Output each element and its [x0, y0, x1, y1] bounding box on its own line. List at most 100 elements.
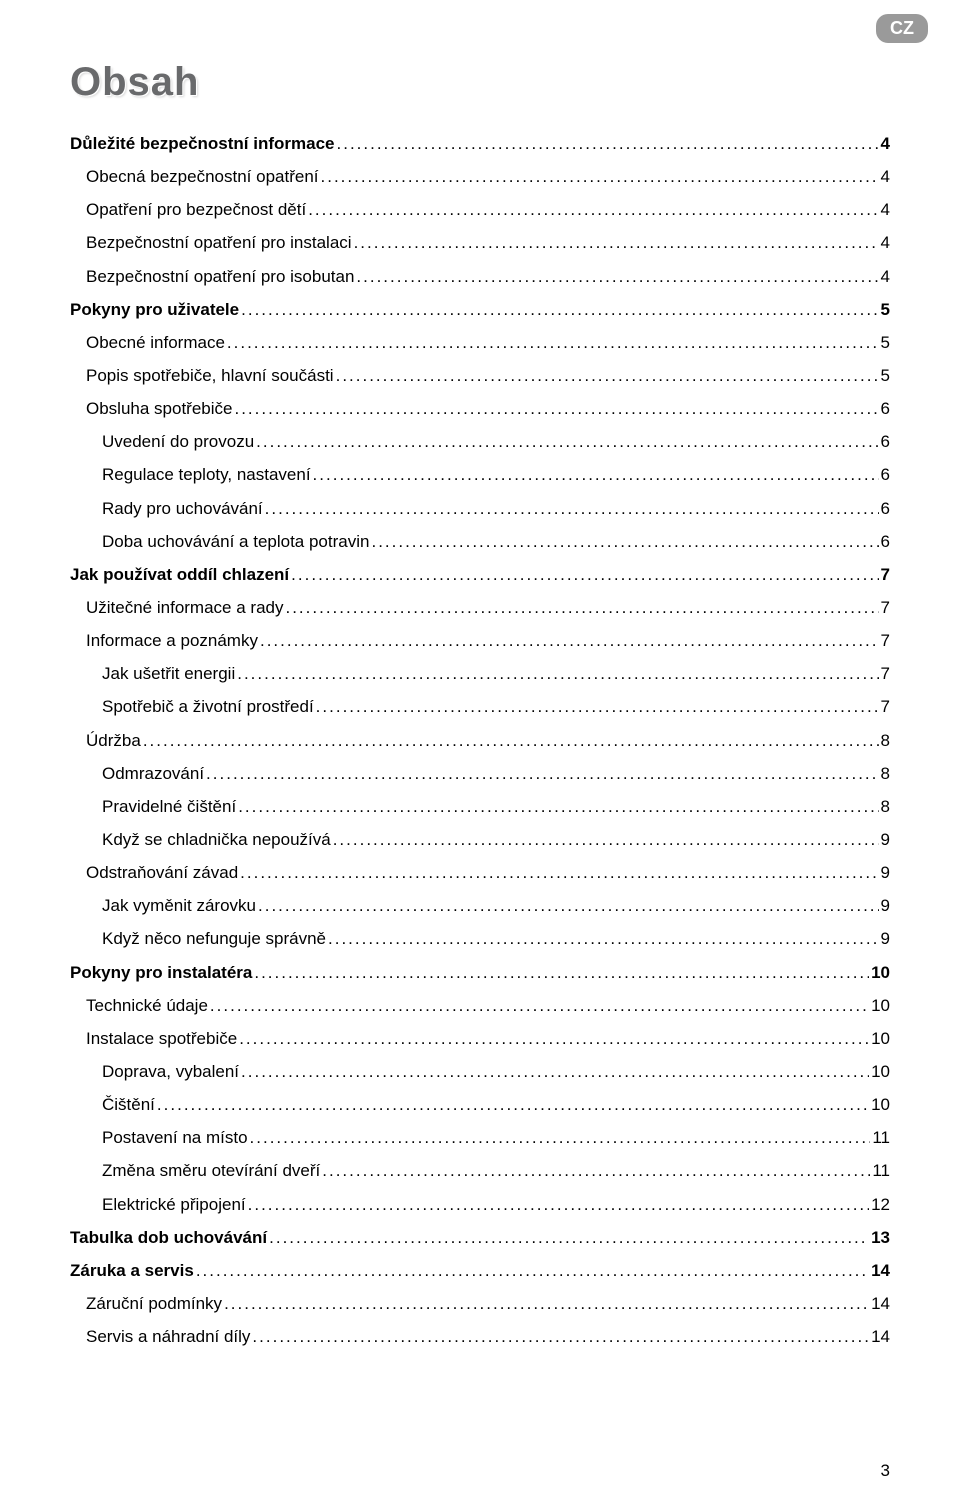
toc-leader-dots	[337, 127, 879, 160]
toc-leader-dots	[269, 1221, 869, 1254]
toc-label: Doba uchovávání a teplota potravin	[102, 525, 369, 558]
toc-entry: Pravidelné čištění 8	[70, 790, 890, 823]
toc-page: 4	[881, 127, 890, 160]
toc-page: 10	[871, 1088, 890, 1121]
toc-label: Důležité bezpečnostní informace	[70, 127, 335, 160]
toc-page: 5	[881, 359, 890, 392]
toc-leader-dots	[238, 790, 878, 823]
toc-entry: Bezpečnostní opatření pro instalaci 4	[70, 226, 890, 259]
toc-entry: Technické údaje 10	[70, 989, 890, 1022]
toc-entry: Doba uchovávání a teplota potravin6	[70, 525, 890, 558]
toc-label: Servis a náhradní díly	[86, 1320, 250, 1353]
toc-label: Regulace teploty, nastavení	[102, 458, 311, 491]
toc-page: 4	[881, 226, 890, 259]
toc-label: Bezpečnostní opatření pro isobutan	[86, 260, 354, 293]
toc-entry: Pokyny pro instalatéra10	[70, 956, 890, 989]
toc-page: 7	[881, 558, 890, 591]
toc-entry: Jak ušetřit energii7	[70, 657, 890, 690]
toc-leader-dots	[256, 425, 878, 458]
toc-leader-dots	[143, 724, 879, 757]
toc-page: 14	[871, 1254, 890, 1287]
toc-page: 14	[871, 1287, 890, 1320]
toc-page: 10	[871, 1055, 890, 1088]
toc-label: Postavení na místo	[102, 1121, 248, 1154]
toc-entry: Záruka a servis 14	[70, 1254, 890, 1287]
toc-leader-dots	[250, 1121, 871, 1154]
toc-label: Odmrazování	[102, 757, 204, 790]
toc-leader-dots	[336, 359, 879, 392]
toc-page: 9	[881, 823, 890, 856]
toc-entry: Údržba8	[70, 724, 890, 757]
language-badge: CZ	[874, 12, 930, 45]
toc-entry: Jak používat oddíl chlazení 7	[70, 558, 890, 591]
toc-entry: Odmrazování 8	[70, 757, 890, 790]
toc-entry: Uvedení do provozu 6	[70, 425, 890, 458]
toc-label: Pokyny pro instalatéra	[70, 956, 252, 989]
toc-page: 9	[881, 922, 890, 955]
toc-page: 12	[871, 1188, 890, 1221]
toc-leader-dots	[234, 392, 878, 425]
toc-page: 8	[881, 757, 890, 790]
toc-leader-dots	[224, 1287, 869, 1320]
toc-leader-dots	[206, 757, 878, 790]
toc-leader-dots	[239, 1022, 869, 1055]
toc-entry: Postavení na místo 11	[70, 1121, 890, 1154]
toc-entry: Čištění10	[70, 1088, 890, 1121]
toc-leader-dots	[291, 558, 878, 591]
toc-page: 4	[881, 160, 890, 193]
toc-label: Tabulka dob uchovávání	[70, 1221, 267, 1254]
toc-page: 6	[881, 392, 890, 425]
page-number: 3	[881, 1461, 890, 1481]
toc-label: Jak ušetřit energii	[102, 657, 235, 690]
toc-entry: Obsluha spotřebiče 6	[70, 392, 890, 425]
table-of-contents: Důležité bezpečnostní informace 4 Obecná b…	[70, 127, 890, 1353]
toc-entry: Tabulka dob uchovávání13	[70, 1221, 890, 1254]
toc-entry: Popis spotřebiče, hlavní součásti 5	[70, 359, 890, 392]
toc-leader-dots	[356, 260, 878, 293]
toc-label: Jak vyměnit zárovku	[102, 889, 256, 922]
toc-label: Obecná bezpečnostní opatření	[86, 160, 319, 193]
toc-leader-dots	[196, 1254, 869, 1287]
toc-label: Elektrické připojení	[102, 1188, 246, 1221]
toc-label: Pravidelné čištění	[102, 790, 236, 823]
toc-page: 9	[881, 889, 890, 922]
toc-label: Instalace spotřebiče	[86, 1022, 237, 1055]
toc-leader-dots	[248, 1188, 869, 1221]
toc-page: 10	[871, 989, 890, 1022]
toc-label: Spotřebič a životní prostředí	[102, 690, 314, 723]
toc-label: Uvedení do provozu	[102, 425, 254, 458]
toc-leader-dots	[313, 458, 879, 491]
toc-label: Opatření pro bezpečnost dětí	[86, 193, 306, 226]
toc-page: 9	[881, 856, 890, 889]
toc-leader-dots	[237, 657, 878, 690]
toc-label: Bezpečnostní opatření pro instalaci	[86, 226, 352, 259]
toc-page: 5	[881, 326, 890, 359]
toc-entry: Regulace teploty, nastavení6	[70, 458, 890, 491]
toc-label: Obsluha spotřebiče	[86, 392, 232, 425]
toc-entry: Změna směru otevírání dveří11	[70, 1154, 890, 1187]
toc-leader-dots	[308, 193, 878, 226]
toc-page: 6	[881, 492, 890, 525]
toc-leader-dots	[328, 922, 879, 955]
toc-label: Popis spotřebiče, hlavní součásti	[86, 359, 334, 392]
toc-label: Záruční podmínky	[86, 1287, 222, 1320]
page-title: Obsah	[70, 60, 890, 105]
toc-leader-dots	[227, 326, 879, 359]
toc-leader-dots	[322, 1154, 870, 1187]
toc-label: Rady pro uchovávání	[102, 492, 263, 525]
toc-entry: Obecné informace5	[70, 326, 890, 359]
toc-page: 8	[881, 790, 890, 823]
toc-entry: Elektrické připojení 12	[70, 1188, 890, 1221]
toc-leader-dots	[240, 856, 878, 889]
toc-page: 11	[872, 1121, 890, 1154]
toc-entry: Spotřebič a životní prostředí7	[70, 690, 890, 723]
toc-label: Jak používat oddíl chlazení	[70, 558, 289, 591]
toc-leader-dots	[157, 1088, 869, 1121]
toc-page: 6	[881, 425, 890, 458]
toc-label: Technické údaje	[86, 989, 208, 1022]
toc-entry: Když se chladnička nepoužívá9	[70, 823, 890, 856]
toc-entry: Instalace spotřebiče10	[70, 1022, 890, 1055]
toc-entry: Užitečné informace a rady7	[70, 591, 890, 624]
toc-page: 7	[881, 624, 890, 657]
toc-label: Záruka a servis	[70, 1254, 194, 1287]
